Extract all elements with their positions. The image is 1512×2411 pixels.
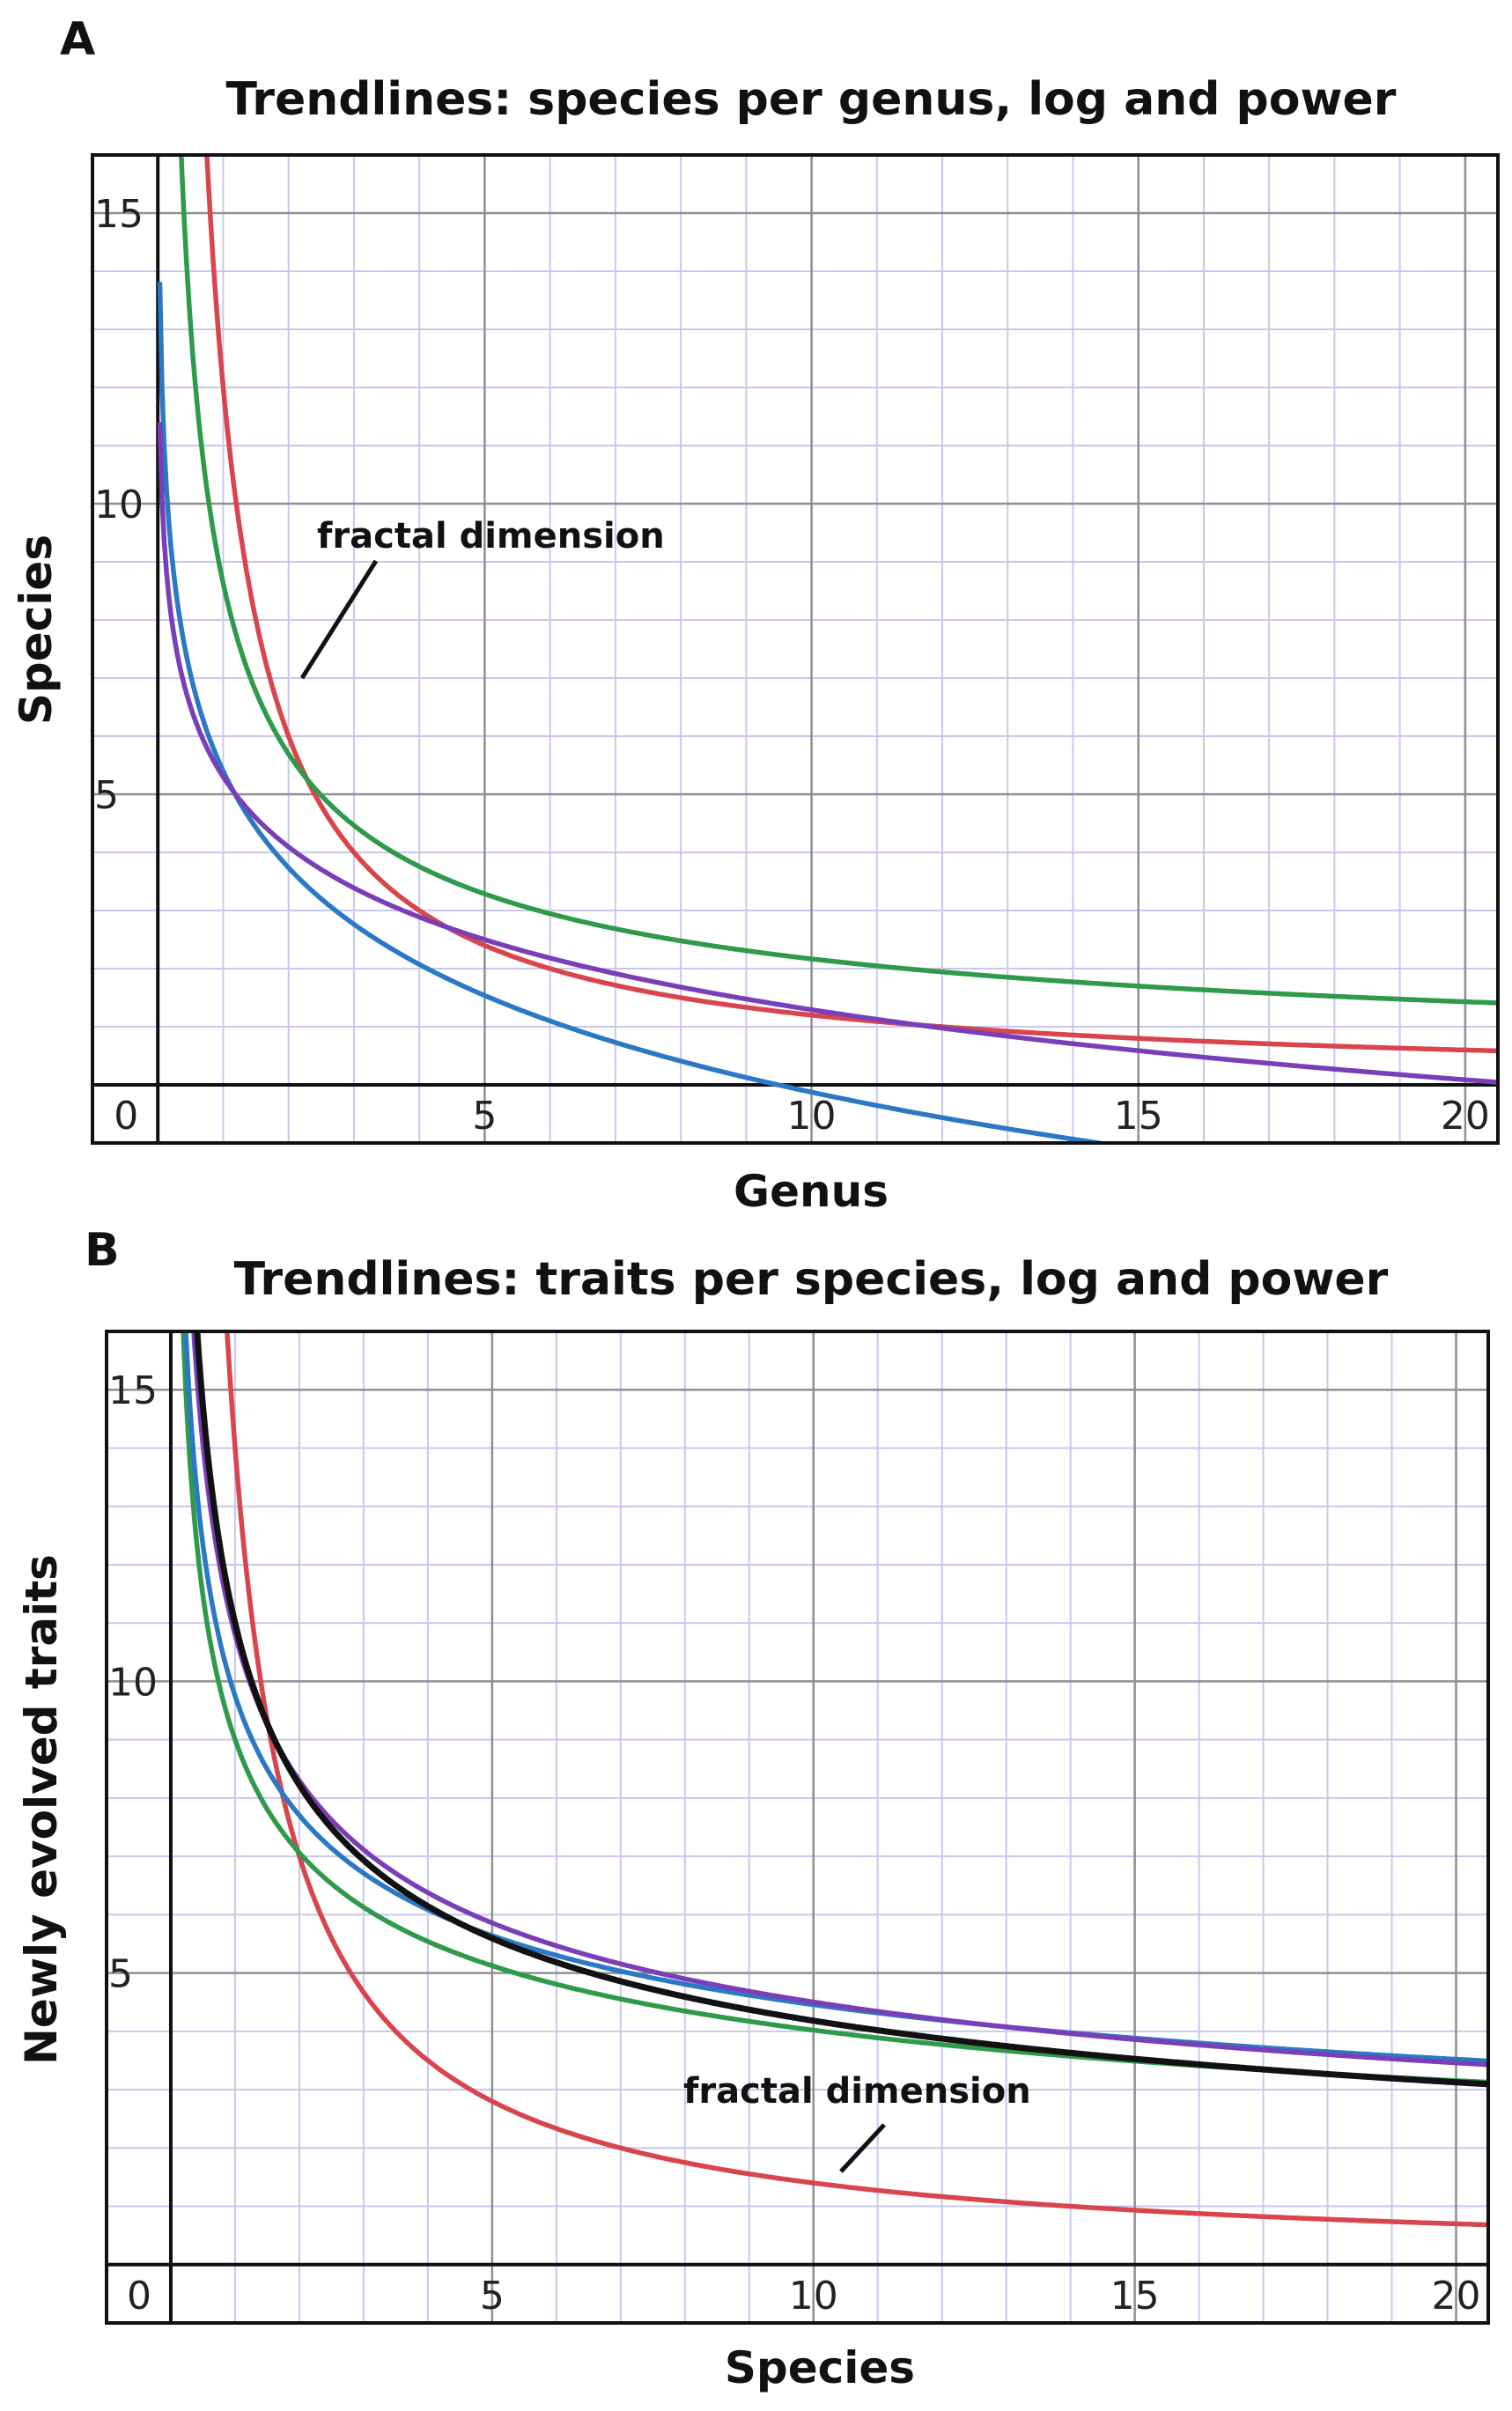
y-tick-label: 15	[94, 192, 144, 237]
annotation-pointer	[299, 559, 379, 680]
annotation-pointer	[839, 2123, 886, 2173]
x-tick-label: 10	[787, 1094, 837, 1139]
series-line-red	[204, 155, 1498, 1054]
series-line-black	[194, 1331, 1488, 2088]
panel-a-xlabel: Genus	[734, 1166, 889, 1217]
annotation-label: fractal dimension	[683, 2071, 1031, 2112]
y-tick-label: 10	[94, 483, 144, 527]
panel-a-letter: A	[60, 13, 95, 66]
x-tick-label: 0	[114, 1094, 138, 1139]
series-line-red	[225, 1331, 1488, 2228]
panel-b-plot: 0 5 10 15 20 5 10 15 fractal dimension	[105, 1330, 1490, 2325]
series-line-purple	[157, 422, 1498, 1085]
panel-a-title: Trendlines: species per genus, log and p…	[226, 73, 1397, 126]
x-tick-label: 15	[1110, 2274, 1160, 2319]
y-tick-label: 10	[108, 1660, 158, 1705]
x-tick-label: 20	[1432, 2274, 1481, 2319]
x-tick-label: 10	[789, 2274, 838, 2319]
plot-frame	[91, 153, 1500, 1145]
x-tick-label: 5	[480, 2274, 505, 2319]
panel-a-plot: 0 5 10 15 20 5 10 15 fractal dimension	[91, 153, 1500, 1145]
y-tick-label: 15	[108, 1368, 158, 1413]
y-tick-label: 5	[94, 773, 119, 818]
x-tick-label: 20	[1441, 1094, 1490, 1139]
panel-a-ylabel: Species	[11, 535, 62, 725]
series-line-blue	[183, 1331, 1488, 2064]
plot-frame	[105, 1330, 1490, 2325]
x-tick-label: 15	[1114, 1094, 1163, 1139]
series-line-green	[179, 155, 1498, 1006]
panel-b-xlabel: Species	[725, 2342, 915, 2393]
panel-b-ylabel: Newly evolved traits	[16, 1554, 67, 2065]
panel-b-title: Trendlines: traits per species, log and …	[234, 1253, 1389, 1306]
x-tick-label: 5	[472, 1094, 497, 1139]
y-tick-label: 5	[108, 1952, 133, 1997]
series-line-purple	[191, 1331, 1488, 2068]
annotation-label: fractal dimension	[317, 516, 665, 557]
series-line-blue	[157, 282, 1116, 1143]
x-tick-label: 0	[127, 2274, 151, 2319]
panel-b-letter: B	[85, 1224, 120, 1277]
